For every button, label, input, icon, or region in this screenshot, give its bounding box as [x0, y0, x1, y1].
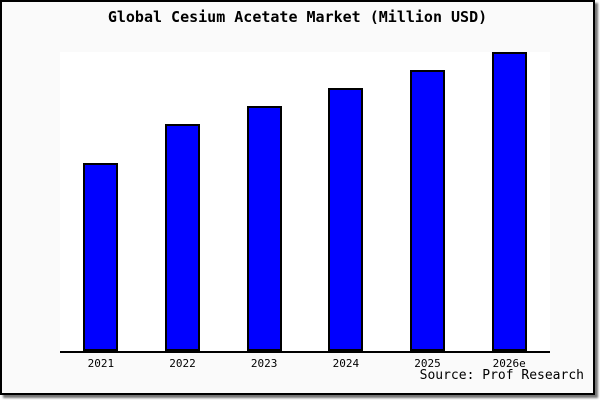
x-tick-label-2023: 2023 — [250, 357, 278, 370]
bar-2026e — [491, 52, 527, 351]
x-tick-label-2025: 2025 — [414, 357, 441, 370]
source-credit: Source: Prof Research — [419, 368, 584, 383]
bar-2021 — [83, 163, 119, 351]
plot-area — [60, 52, 550, 353]
x-axis-tick-labels: 2021 2022 2023 2024 2025 2026e — [60, 357, 550, 373]
chart-title: Global Cesium Acetate Market (Million US… — [107, 8, 488, 26]
x-tick-label-2024: 2024 — [332, 357, 360, 370]
x-tick-label-2026e: 2026e — [492, 357, 526, 370]
bar-2024 — [328, 88, 364, 351]
bar-2023 — [246, 106, 282, 351]
chart-frame: Global Cesium Acetate Market (Million US… — [0, 0, 595, 395]
x-tick-label-2021: 2021 — [87, 357, 115, 370]
x-tick-label-2022: 2022 — [169, 357, 196, 370]
bar-2025 — [410, 70, 445, 351]
bar-2022 — [165, 124, 200, 351]
